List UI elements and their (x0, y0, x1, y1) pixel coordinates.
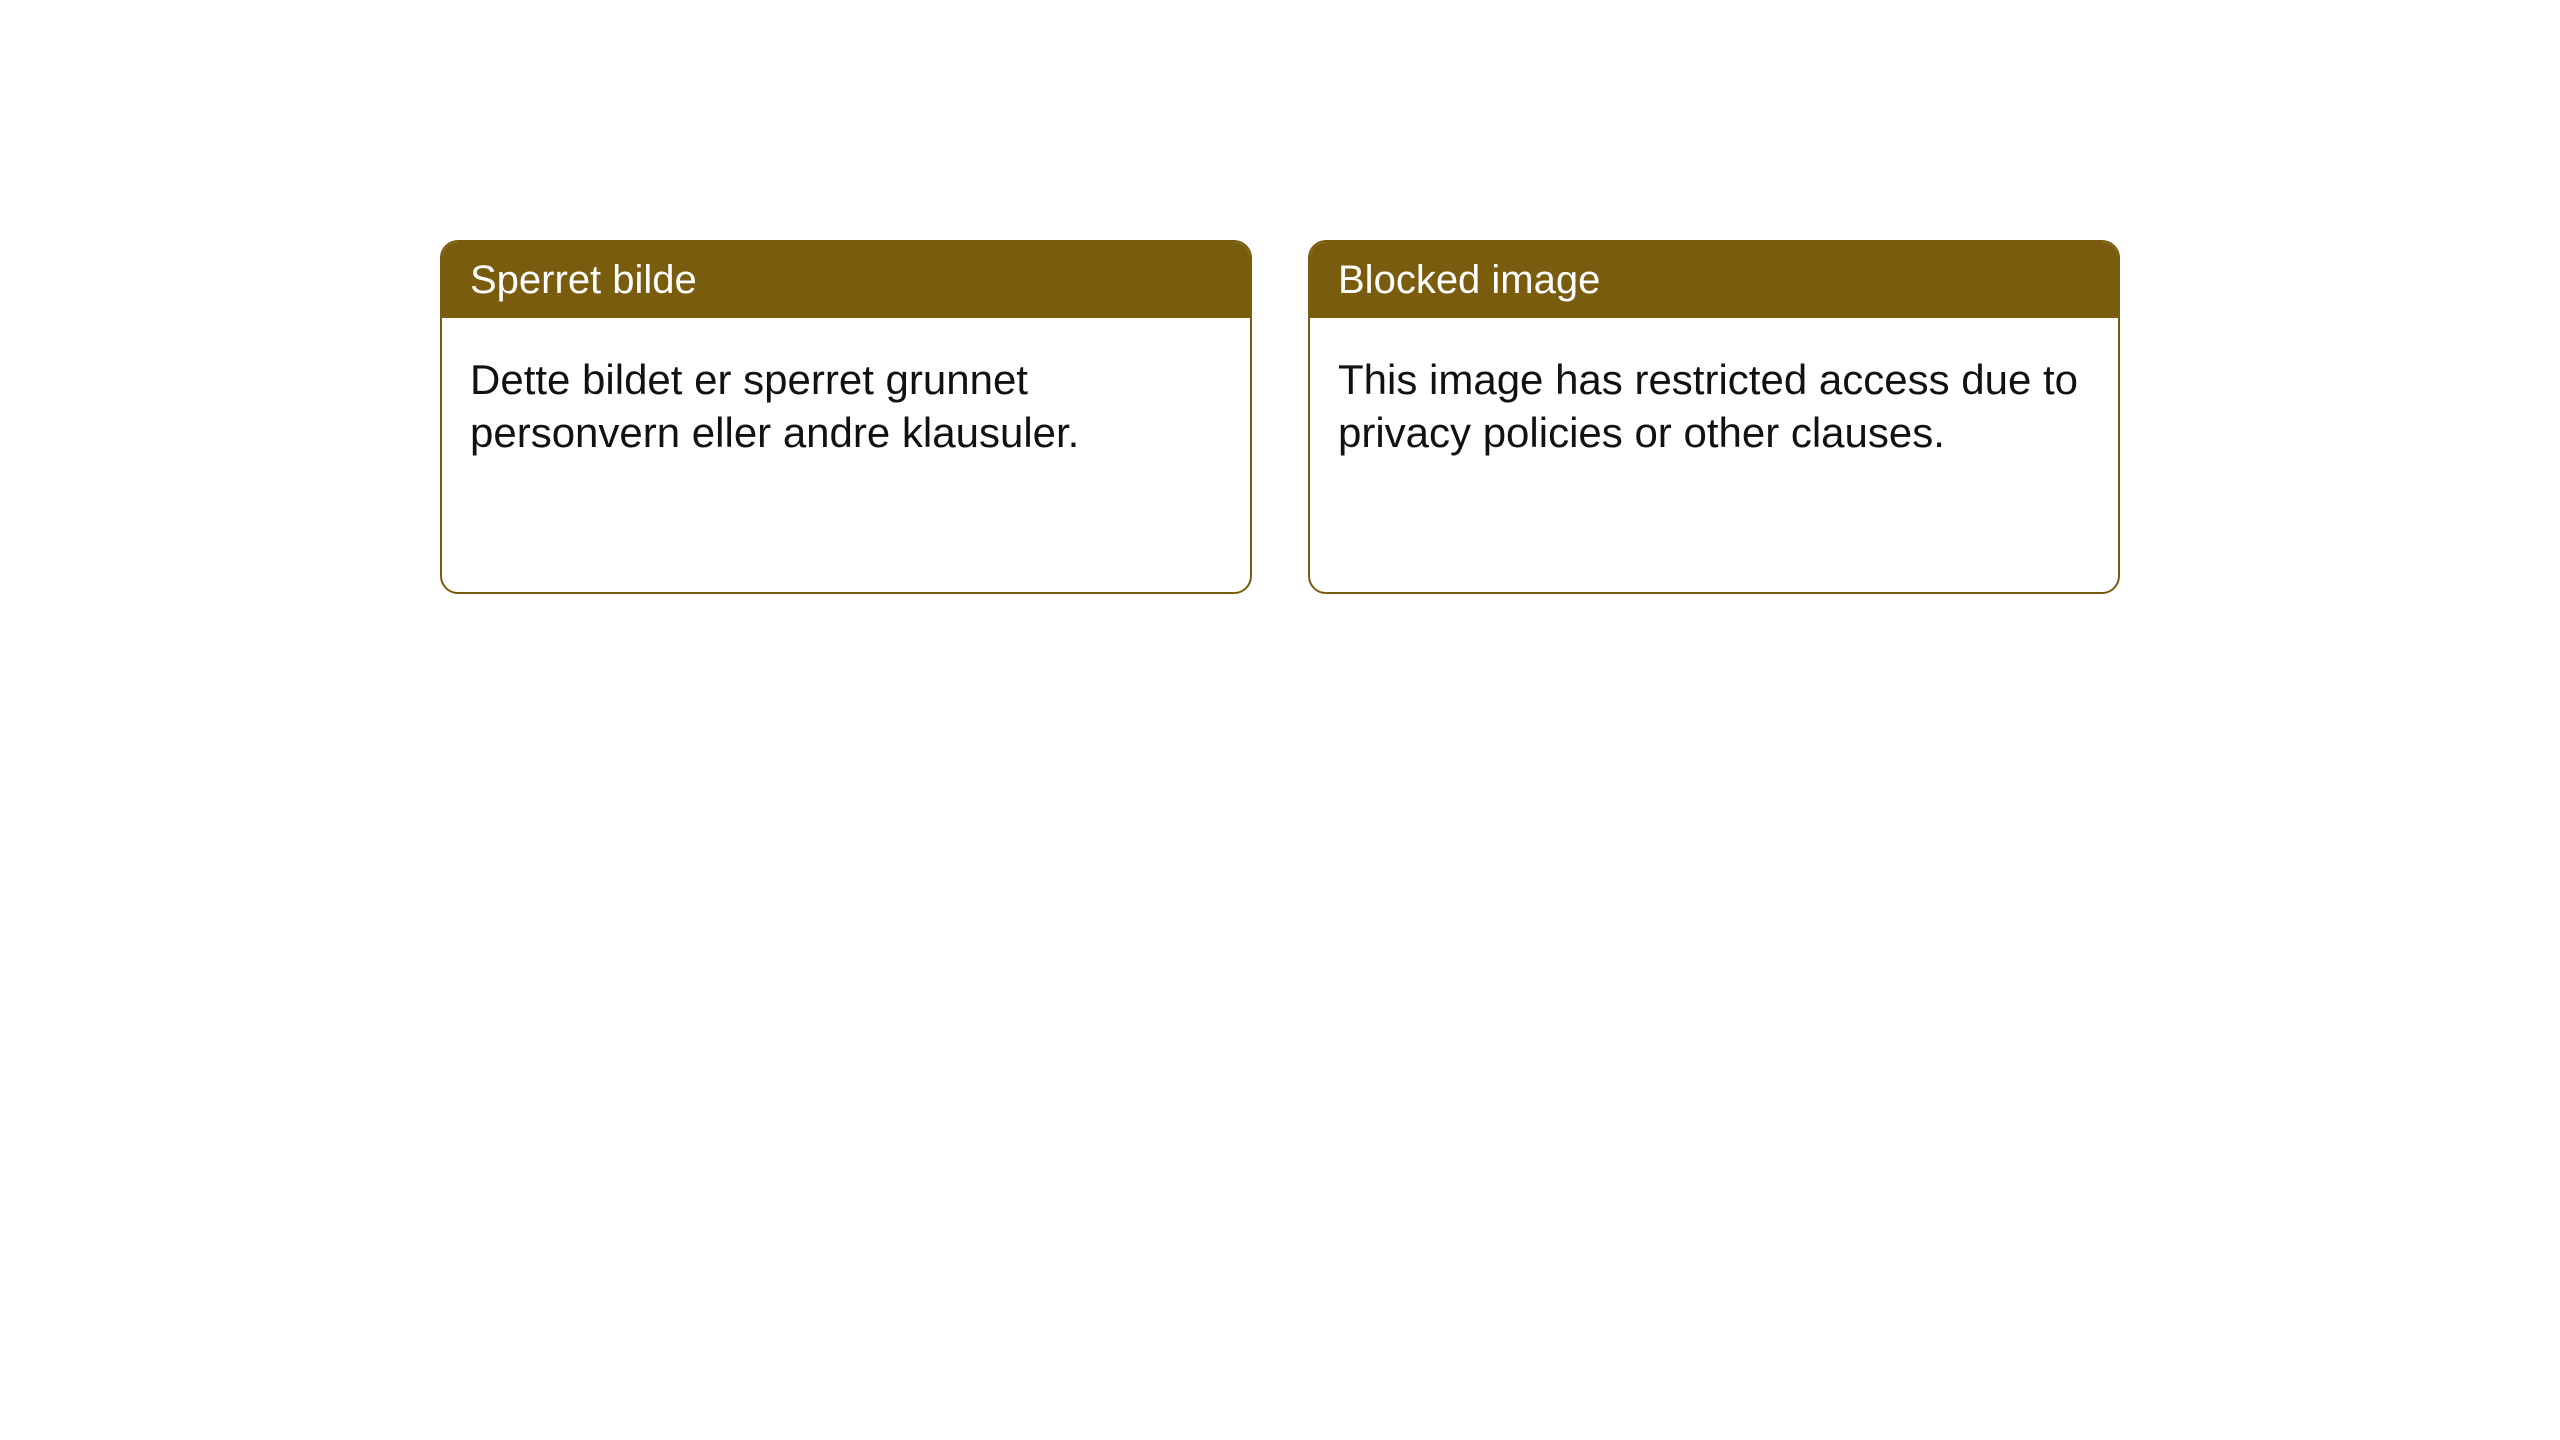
notice-container: Sperret bilde Dette bildet er sperret gr… (440, 240, 2120, 594)
notice-card-norwegian: Sperret bilde Dette bildet er sperret gr… (440, 240, 1252, 594)
notice-card-english: Blocked image This image has restricted … (1308, 240, 2120, 594)
notice-header: Sperret bilde (442, 242, 1250, 318)
notice-header: Blocked image (1310, 242, 2118, 318)
notice-body: Dette bildet er sperret grunnet personve… (442, 318, 1250, 592)
notice-body: This image has restricted access due to … (1310, 318, 2118, 592)
